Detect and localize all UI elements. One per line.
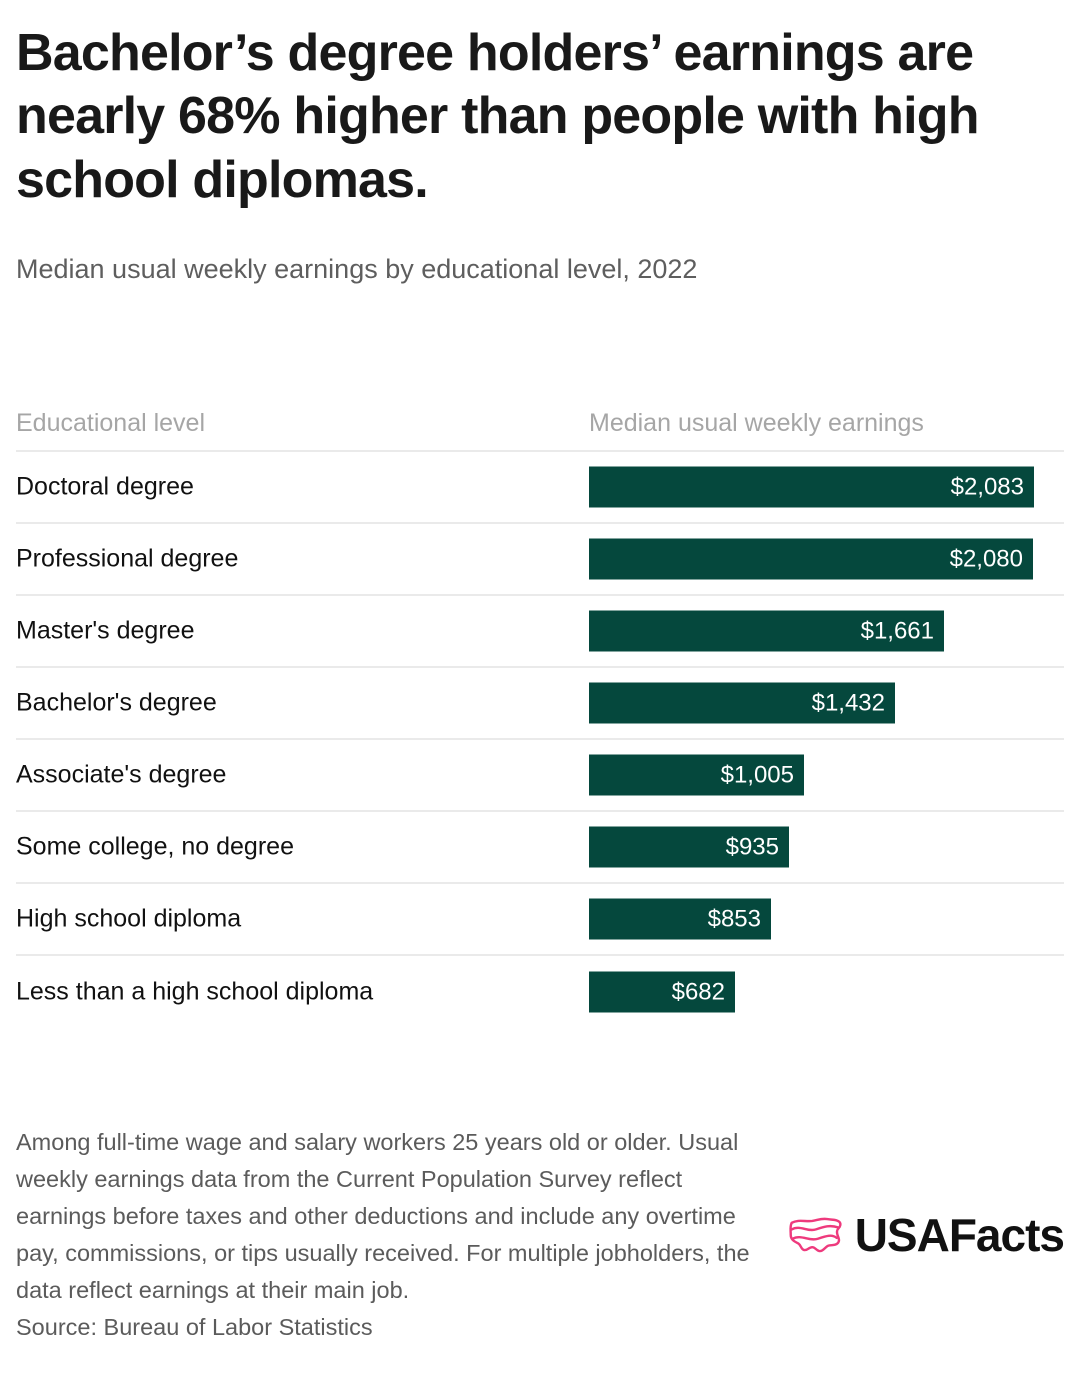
usa-map-flag-icon: [788, 1217, 842, 1253]
bar-value-label: $853: [707, 905, 761, 933]
usafacts-logo: USAFacts: [787, 1208, 1065, 1262]
earnings-bar: $1,432: [589, 682, 895, 724]
table-row: Less than a high school diploma $682: [16, 956, 1064, 1028]
footnote: Among full-time wage and salary workers …: [16, 1129, 750, 1304]
bar-chart-table: Educational level Median usual weekly ea…: [16, 409, 1064, 1028]
row-label: Doctoral degree: [16, 472, 194, 501]
earnings-bar: $2,080: [589, 538, 1033, 580]
chart-subtitle: Median usual weekly earnings by educatio…: [16, 254, 698, 285]
earnings-bar: $935: [589, 826, 789, 868]
column-header-educational-level: Educational level: [16, 409, 206, 438]
row-label: Master's degree: [16, 616, 195, 645]
row-label: Bachelor's degree: [16, 688, 217, 717]
table-row: Doctoral degree $2,083: [16, 452, 1064, 525]
bar-value-label: $1,005: [720, 761, 794, 789]
earnings-bar: $2,083: [589, 466, 1034, 508]
footer: Among full-time wage and salary workers …: [16, 1124, 1065, 1346]
column-header-earnings: Median usual weekly earnings: [589, 409, 924, 438]
table-row: Master's degree $1,661: [16, 596, 1064, 669]
page-title: Bachelor’s degree holders’ earnings are …: [16, 24, 980, 209]
row-label: Associate's degree: [16, 760, 227, 789]
earnings-bar: $853: [589, 898, 771, 940]
row-label: Less than a high school diploma: [16, 977, 374, 1006]
bar-value-label: $935: [725, 833, 779, 861]
table-row: Professional degree $2,080: [16, 524, 1064, 597]
bar-value-label: $2,083: [950, 473, 1024, 501]
table-header-row: Educational level Median usual weekly ea…: [16, 409, 1064, 453]
row-label: Some college, no degree: [16, 832, 294, 861]
bar-value-label: $1,432: [811, 689, 885, 717]
bar-value-label: $682: [671, 978, 725, 1006]
table-row: Associate's degree $1,005: [16, 740, 1064, 813]
usafacts-chart-card: Bachelor’s degree holders’ earnings are …: [0, 22, 1080, 1378]
earnings-bar: $1,661: [589, 610, 944, 652]
source-note: Source: Bureau of Labor Statistics: [16, 1314, 373, 1341]
bar-value-label: $2,080: [949, 545, 1023, 573]
row-label: High school diploma: [16, 904, 242, 933]
table-body: Doctoral degree $2,083 Professional degree…: [16, 452, 1064, 1028]
usafacts-logo-text: USAFacts: [854, 1209, 1065, 1262]
table-row: Bachelor's degree $1,432: [16, 668, 1064, 741]
earnings-bar: $682: [589, 971, 735, 1013]
table-row: Some college, no degree $935: [16, 812, 1064, 885]
table-row: High school diploma $853: [16, 884, 1064, 957]
earnings-bar: $1,005: [589, 754, 804, 796]
row-label: Professional degree: [16, 544, 239, 573]
bar-value-label: $1,661: [860, 617, 934, 645]
